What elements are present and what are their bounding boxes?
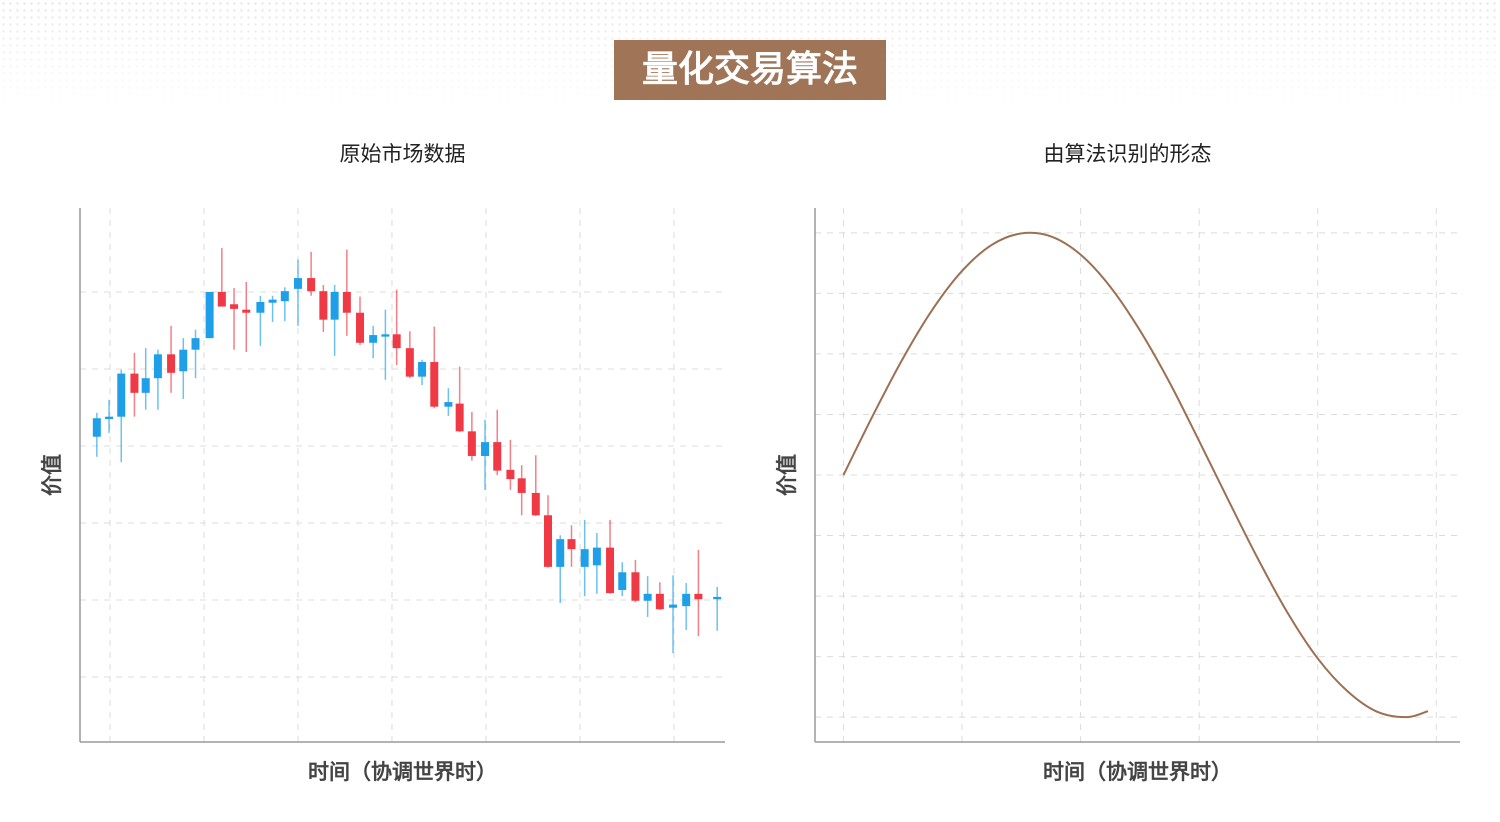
page-title: 量化交易算法 [642,48,858,90]
chart-title: 原始市场数据 [340,142,466,166]
candle-body [369,335,378,343]
candle-body [230,304,239,309]
x-axis-label: 时间（协调世界时） [1043,760,1232,784]
candle-body [319,291,328,320]
pattern-line [842,231,1429,719]
candle-body [556,539,565,567]
candle-body [191,338,200,350]
candle-body [506,469,515,480]
candle-body [268,299,277,303]
candle-body [669,604,678,608]
candle-body [153,354,162,379]
x-axis-label: 时间（协调世界时） [308,760,497,784]
candle-body [117,373,126,417]
candle-body [430,362,439,407]
y-axis-label: 价值 [40,454,64,496]
candle-body [655,593,664,610]
candle-body [481,442,490,456]
candle-body [307,278,316,292]
candle-body [580,549,589,567]
candle-body [694,593,703,600]
candle-body [531,492,540,516]
candle-body [381,334,390,337]
candle-body [141,378,150,393]
candle-body [592,547,601,566]
candle-body [293,278,302,289]
candle-body [405,348,414,377]
candle-body [713,596,722,600]
candle-body [256,301,265,313]
candle-body [205,291,214,339]
candle-body [105,416,114,420]
candle-body [418,362,427,377]
candle-body [242,309,251,313]
candle-body [517,478,526,493]
candle-body [567,539,576,550]
candle-body [682,593,691,607]
candle-body [455,403,464,432]
candle-body [643,593,652,601]
candle-body [342,291,351,313]
candle-body [179,349,188,372]
candle-body [392,334,401,349]
candle-body [467,431,476,456]
candle-body [130,373,139,393]
candle-body [356,312,365,343]
candle-body [631,572,640,601]
y-axis-label: 价值 [775,454,799,496]
candle-body [330,291,339,320]
candle-body [544,515,553,567]
candle-body [217,291,226,307]
title-box [614,40,886,100]
candle-body [606,547,615,594]
candle-body [444,402,453,407]
candle-body [92,418,101,437]
candle-body [167,354,176,373]
chart-title: 由算法识别的形态 [1044,142,1212,166]
candle-body [618,572,627,590]
candle-body [280,291,289,302]
candle-body [493,442,502,471]
